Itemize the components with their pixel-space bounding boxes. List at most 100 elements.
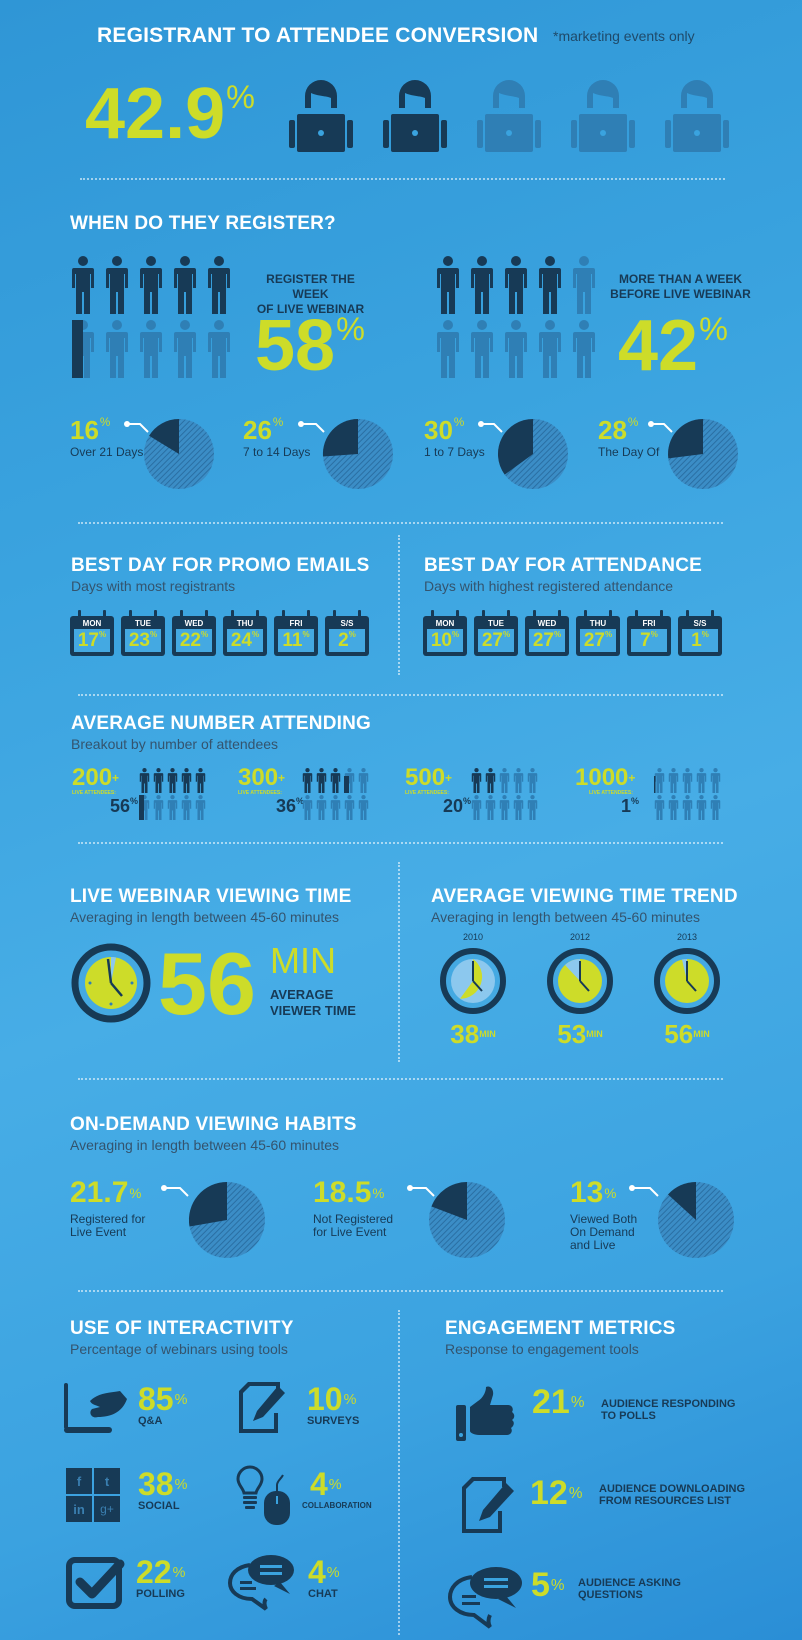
attendance-subtitle: Days with highest registered attendance <box>424 578 674 594</box>
calendar-mon: MON 10% <box>423 610 467 658</box>
promo-calendar-row: MON 17% TUE 23% WED 22% THU 24% FRI 11% S/S 2% <box>70 610 369 658</box>
attendee-laptop-icon <box>565 78 641 154</box>
interactivity-qa: 85% Q&A <box>138 1381 188 1427</box>
person-icon <box>106 256 128 314</box>
chat-bubbles-icon <box>448 1567 522 1629</box>
conversion-value: 42.9% <box>85 74 255 154</box>
attending-200-people <box>139 768 206 820</box>
person-icon <box>140 320 162 378</box>
person-icon <box>208 256 230 314</box>
clock-icon <box>547 948 613 1014</box>
attending-300: 300+ LIVE ATTENDEES: 36% <box>238 764 304 817</box>
live-time-unit: MIN <box>270 940 336 981</box>
pie-chart-day-of <box>648 419 738 489</box>
calendar-tue: TUE 23% <box>121 610 165 658</box>
person-icon <box>539 256 561 314</box>
pie-chart-registered <box>161 1182 265 1258</box>
interactivity-subtitle: Percentage of webinars using tools <box>70 1341 288 1357</box>
attending-1000: 1000+ LIVE ATTENDEES: 1% <box>575 764 639 817</box>
promo-subtitle: Days with most registrants <box>71 578 236 594</box>
ondemand-subtitle: Averaging in length between 45-60 minute… <box>70 1137 340 1153</box>
document-pen-icon <box>239 1382 285 1433</box>
attendance-title: BEST DAY FOR ATTENDANCE <box>424 555 703 576</box>
chat-bubbles-icon <box>228 1555 294 1611</box>
vertical-divider <box>398 1310 400 1635</box>
divider <box>78 1290 723 1292</box>
conversion-note: *marketing events only <box>553 28 695 44</box>
calendar-wed: WED 27% <box>525 610 569 658</box>
person-icon <box>471 256 493 314</box>
attendance-calendar-row: MON 10% TUE 27% WED 27% THU 27% FRI 7% S/S 1% <box>423 610 722 658</box>
more-than-week-value: 42% <box>618 306 728 386</box>
divider <box>80 178 725 180</box>
engagement-questions-value: 5% <box>531 1566 565 1604</box>
trend-title: AVERAGE VIEWING TIME TREND <box>431 886 738 907</box>
more-than-week-label: MORE THAN A WEEK BEFORE LIVE WEBINAR <box>610 272 751 301</box>
interactivity-social: 38% SOCIAL <box>138 1466 188 1512</box>
interactivity-polling: 22% POLLING <box>136 1554 186 1600</box>
person-icon <box>505 320 527 378</box>
person-icon <box>174 256 196 314</box>
engagement-polls-value: 21% <box>532 1383 585 1421</box>
person-icon <box>573 320 595 378</box>
clock-icon <box>440 948 506 1014</box>
engagement-polls-label: AUDIENCE RESPONDING TO POLLS <box>601 1398 736 1422</box>
person-icon <box>437 256 459 314</box>
ondemand-viewed-both: 13% Viewed Both On Demand and Live <box>570 1176 638 1252</box>
document-pen-icon <box>462 1477 514 1533</box>
trend-2013: 2013 56MIN <box>652 932 722 1047</box>
person-icon <box>72 256 94 314</box>
person-icon <box>573 256 595 314</box>
ondemand-title: ON-DEMAND VIEWING HABITS <box>70 1114 357 1135</box>
divider <box>78 522 723 524</box>
linkedin-icon: in <box>66 1496 92 1522</box>
hand-laptop-icon <box>64 1383 127 1433</box>
pie-chart-over-21-days <box>124 419 214 489</box>
engagement-title: ENGAGEMENT METRICS <box>445 1318 676 1339</box>
live-time-subtitle: Averaging in length between 45-60 minute… <box>70 909 340 925</box>
person-icon <box>505 256 527 314</box>
register-week-people <box>72 256 230 378</box>
calendar-weekend: S/S 1% <box>678 610 722 658</box>
divider <box>78 694 723 696</box>
person-icon <box>471 320 493 378</box>
pie-chart-not-registered <box>407 1182 505 1258</box>
live-time-value: 56 <box>158 934 256 1033</box>
facebook-icon: f <box>66 1468 92 1494</box>
clock-icon <box>71 943 151 1023</box>
divider <box>78 1078 723 1080</box>
attending-title: AVERAGE NUMBER ATTENDING <box>71 713 372 734</box>
twitter-icon: t <box>94 1468 120 1494</box>
person-icon <box>140 256 162 314</box>
engagement-questions-label: AUDIENCE ASKING QUESTIONS <box>578 1577 681 1601</box>
attending-1000-people <box>654 768 721 820</box>
trend-2012: 2012 53MIN <box>545 932 615 1047</box>
pie-7-14-days: 26% 7 to 14 Days <box>243 415 311 459</box>
interactivity-surveys: 10% SURVEYS <box>307 1381 360 1427</box>
pie-day-of: 28% The Day Of <box>598 415 660 459</box>
person-icon <box>208 320 230 378</box>
thumbs-up-icon <box>456 1386 515 1441</box>
clock-icon <box>654 948 720 1014</box>
calendar-tue: TUE 27% <box>474 610 518 658</box>
trend-subtitle: Averaging in length between 45-60 minute… <box>431 909 701 925</box>
interactivity-chat: 4% CHAT <box>308 1554 340 1600</box>
attending-500-people <box>471 768 538 820</box>
week-of-label: REGISTER THE WEEK OF LIVE WEBINAR <box>256 272 365 316</box>
interactivity-collaboration: 4% COLLABORATION <box>302 1466 372 1510</box>
bulb-mouse-icon <box>236 1465 290 1525</box>
attending-300-people <box>302 768 369 820</box>
attending-subtitle: Breakout by number of attendees <box>71 736 279 752</box>
attending-500: 500+ LIVE ATTENDEES: 20% <box>405 764 471 817</box>
calendar-thu: THU 24% <box>223 610 267 658</box>
attendee-laptop-icon <box>659 78 735 154</box>
person-icon <box>437 320 459 378</box>
promo-title: BEST DAY FOR PROMO EMAILS <box>71 555 370 576</box>
calendar-wed: WED 22% <box>172 610 216 658</box>
checkbox-icon <box>66 1557 125 1609</box>
social-grid-icon: f t in g+ <box>66 1468 120 1522</box>
divider <box>78 842 723 844</box>
register-title: WHEN DO THEY REGISTER? <box>70 213 336 234</box>
attending-200: 200+ LIVE ATTENDEES: 56% <box>72 764 138 817</box>
